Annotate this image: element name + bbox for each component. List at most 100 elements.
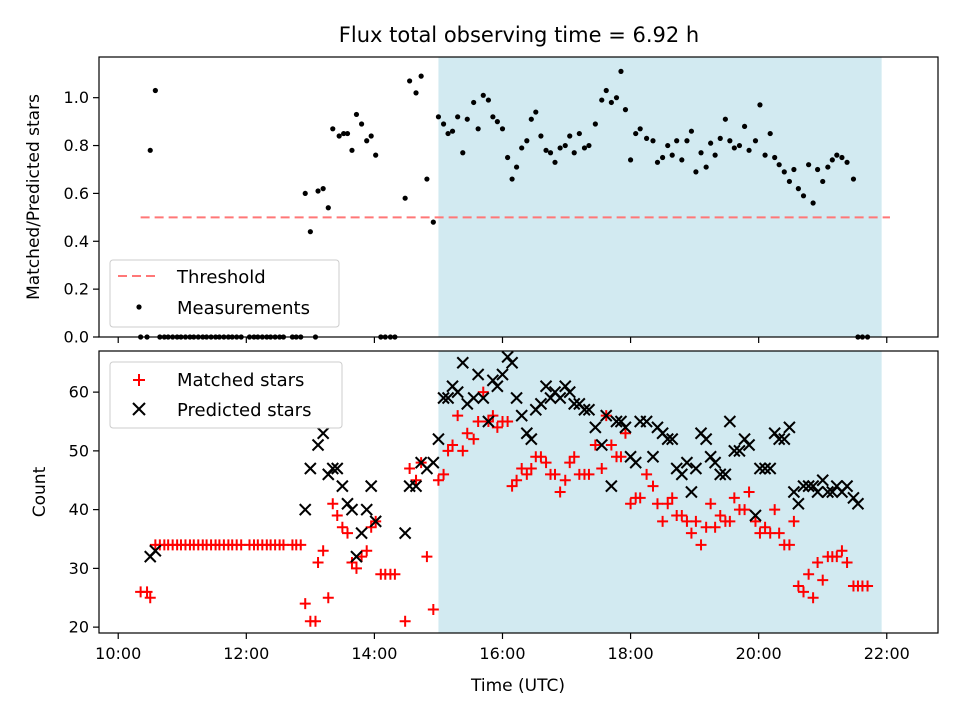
predicted-star-point [539, 380, 553, 393]
measurement-point [795, 186, 801, 192]
matched-star-point [516, 463, 528, 474]
measurement-point [368, 133, 374, 139]
matched-star-point [438, 468, 450, 480]
predicted-x-stroke-b [336, 479, 349, 493]
measurement-point [674, 138, 680, 144]
measurement-point [315, 188, 321, 194]
predicted-x-stroke-b [369, 515, 382, 528]
bottom-y-tick-label: 20 [69, 618, 89, 637]
matched-star-point [759, 521, 771, 533]
bottom-x-tick-label: 14:00 [351, 644, 397, 663]
measurement-point [643, 135, 650, 141]
predicted-star-point [331, 462, 344, 475]
predicted-x-stroke-b [539, 380, 553, 393]
predicted-star-point [525, 432, 538, 446]
bottom-y-axis-label: Count [30, 466, 50, 517]
predicted-x-stroke-b [685, 485, 698, 499]
matched-star-point [472, 416, 484, 427]
predicted-star-point [491, 380, 504, 393]
measurement-point [814, 166, 821, 173]
predicted-star-point [811, 485, 824, 499]
predicted-x-stroke-b [437, 391, 450, 405]
measurement-point [524, 138, 530, 144]
predicted-star-point [758, 462, 772, 475]
predicted-star-point [763, 462, 777, 475]
predicted-x-stroke-b [675, 468, 689, 481]
predicted-x-stroke-b [753, 462, 767, 475]
predicted-star-point [350, 550, 363, 563]
predicted-star-point [840, 479, 854, 493]
measurement-point [679, 157, 685, 163]
matched-star-point [568, 451, 580, 463]
measurement-point [829, 157, 835, 163]
predicted-x-stroke-b [629, 456, 642, 469]
bottom-x-tick-label: 16:00 [479, 644, 525, 663]
top-legend: Threshold Measurements [109, 259, 340, 328]
matched-star-point [540, 457, 552, 469]
matched-star-point [841, 557, 853, 568]
predicted-star-point [582, 403, 596, 416]
measurement-point [557, 145, 563, 151]
measurement-point [622, 107, 629, 113]
matched-star-point [502, 416, 514, 427]
predicted-x-stroke-b [840, 479, 854, 493]
predicted-x-stroke-b [851, 497, 865, 510]
matched-star-point [743, 486, 755, 498]
predicted-star-point [409, 479, 423, 493]
matched-star-point [836, 545, 848, 557]
predicted-star-point [427, 456, 440, 469]
matched-star-point [549, 468, 561, 480]
predicted-star-point [719, 468, 732, 481]
measurement-point [325, 205, 331, 211]
matched-star-point [695, 539, 707, 551]
predicted-x-stroke-b [316, 427, 330, 440]
predicted-star-point [619, 421, 632, 434]
predicted-x-stroke-b [797, 479, 810, 493]
measurement-point [727, 138, 733, 144]
predicted-x-stroke-b [432, 432, 445, 446]
measurement-point [688, 128, 695, 134]
matched-star-point [442, 445, 454, 457]
predicted-star-point [432, 432, 445, 446]
measurement-point [800, 193, 807, 199]
matched-star-point [317, 545, 329, 557]
predicted-x-stroke-b [441, 391, 455, 405]
bottom-y-ticks: 20 30 40 50 60 [69, 383, 99, 637]
predicted-star-point [699, 432, 713, 446]
matched-star-point [651, 498, 663, 510]
measurement-point [552, 159, 558, 165]
bottom-y-tick-label: 50 [69, 441, 89, 460]
predicted-x-stroke-b [304, 462, 317, 475]
predicted-star-point [496, 368, 509, 381]
legend-predicted-label: Predicted stars [177, 400, 311, 421]
measurement-point [533, 109, 539, 115]
matched-star-point [625, 498, 637, 510]
matched-star-point [521, 468, 533, 480]
matched-star-point [564, 457, 576, 469]
predicted-star-point [369, 515, 382, 528]
measurement-point [772, 154, 778, 161]
predicted-star-point [666, 432, 679, 446]
measurement-point [344, 130, 351, 137]
predicted-x-stroke-b [610, 415, 623, 428]
predicted-star-point [505, 356, 519, 369]
measurement-point [547, 150, 554, 156]
predicted-x-stroke-b [772, 432, 786, 446]
matched-star-point [773, 527, 785, 539]
matched-star-point [709, 521, 721, 533]
predicted-x-stroke-b [345, 503, 359, 516]
matched-star-point [511, 474, 523, 486]
measurement-point [576, 130, 582, 137]
matched-star-point [327, 498, 339, 510]
matched-star-point [141, 586, 153, 598]
measurement-point [608, 99, 614, 106]
measurement-point [440, 121, 447, 127]
predicted-star-point [661, 432, 674, 446]
predicted-x-stroke-b [689, 462, 703, 475]
predicted-x-stroke-b [326, 462, 339, 475]
predicted-x-stroke-b [600, 409, 613, 422]
predicted-star-point [646, 450, 660, 463]
measurement-point [599, 97, 605, 103]
bottom-y-tick-label: 30 [69, 559, 89, 578]
measurement-point [435, 114, 442, 120]
